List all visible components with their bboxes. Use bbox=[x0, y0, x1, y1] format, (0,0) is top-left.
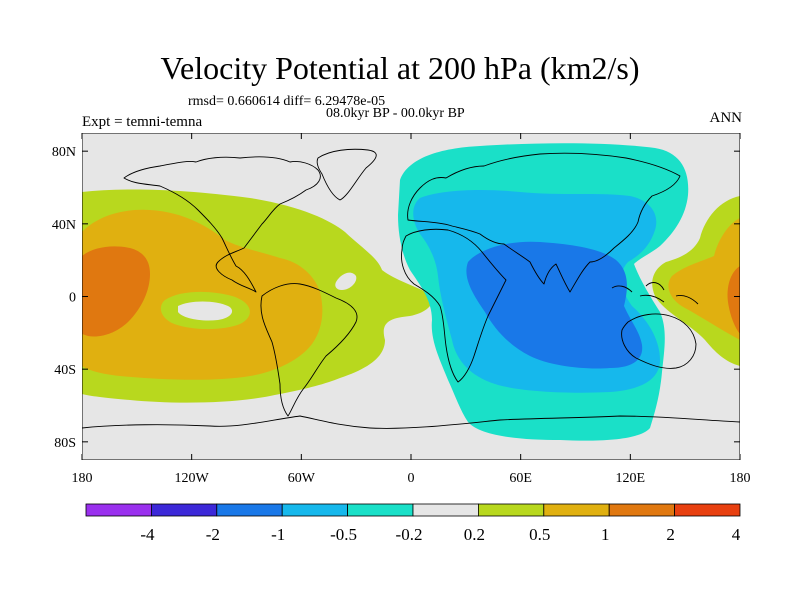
colorbar: -4 -2 -1 -0.5 -0.2 0.2 0.5 1 2 4 bbox=[85, 503, 741, 544]
colorbar-label: 1 bbox=[601, 525, 610, 544]
stats-line: rmsd= 0.660614 diff= 6.29478e-05 bbox=[188, 94, 386, 109]
lon-tick-label: 60E bbox=[509, 471, 532, 486]
season-label: ANN bbox=[709, 110, 743, 126]
period-label: 08.0kyr BP - 00.0kyr BP bbox=[326, 106, 465, 121]
colorbar-swatch bbox=[477, 503, 545, 517]
coastline-south-america bbox=[260, 283, 358, 417]
colorbar-swatch bbox=[85, 503, 152, 517]
colorbar-swatch bbox=[543, 503, 610, 517]
colorbar-label: -0.2 bbox=[396, 525, 423, 544]
colorbar-swatch bbox=[674, 503, 741, 517]
lon-tick-label: 60W bbox=[288, 471, 316, 486]
coastline-antarctica bbox=[82, 415, 740, 429]
map-plot-area bbox=[82, 133, 740, 460]
coastline-europe-asia bbox=[407, 152, 681, 293]
near-zero-patch-center bbox=[178, 301, 233, 321]
colorbar-label: -0.5 bbox=[330, 525, 357, 544]
lat-tick-label: 80S bbox=[54, 436, 76, 451]
lat-tick-label: 80N bbox=[52, 145, 76, 160]
lon-tick-label: 120W bbox=[175, 471, 210, 486]
axis-layer: 80N 40N 0 40S 80S 180 120W 60W 0 60E 120E 180 bbox=[52, 133, 751, 486]
colorbar-label: 4 bbox=[732, 525, 741, 544]
colorbar-label: -2 bbox=[206, 525, 220, 544]
colorbar-label: 2 bbox=[666, 525, 675, 544]
west-pacific-positive-region bbox=[652, 196, 740, 366]
lon-tick-label: 180 bbox=[730, 471, 751, 486]
map-title: Velocity Potential at 200 hPa (km2/s) bbox=[160, 50, 640, 86]
lat-tick-label: 0 bbox=[69, 291, 76, 306]
lon-tick-label: 120E bbox=[616, 471, 646, 486]
lon-tick-label: 180 bbox=[72, 471, 93, 486]
colorbar-swatch bbox=[216, 503, 283, 517]
coastline-greenland bbox=[316, 148, 377, 201]
colorbar-swatch bbox=[412, 503, 479, 517]
contour-band-minus-2-minus-1 bbox=[466, 241, 643, 369]
colorbar-swatch bbox=[347, 503, 414, 517]
coastline-africa bbox=[401, 228, 507, 383]
colorbar-swatch bbox=[281, 503, 349, 517]
colorbar-label: 0.5 bbox=[529, 525, 550, 544]
colorbar-swatch bbox=[608, 503, 676, 517]
near-zero-patch-atlantic bbox=[335, 272, 357, 290]
negative-anomaly-region bbox=[398, 143, 689, 441]
positive-anomaly-region bbox=[82, 189, 433, 403]
lat-tick-label: 40N bbox=[52, 218, 76, 233]
contour-band-0.5-1-east bbox=[668, 218, 740, 340]
lat-tick-label: 40S bbox=[54, 363, 76, 378]
colorbar-swatch bbox=[150, 503, 218, 517]
contour-band-1-2-east bbox=[727, 266, 740, 334]
coastlines bbox=[82, 148, 740, 429]
coastline-southeast-asia-islands bbox=[611, 282, 699, 305]
coastline-north-america bbox=[123, 156, 321, 293]
colorbar-label: 0.2 bbox=[464, 525, 485, 544]
coastline-australia bbox=[621, 313, 697, 369]
colorbar-label: -1 bbox=[271, 525, 285, 544]
experiment-label: Expt = temni-temna bbox=[82, 114, 203, 130]
contour-band-1-2 bbox=[82, 246, 150, 337]
lon-tick-label: 0 bbox=[408, 471, 415, 486]
colorbar-label: -4 bbox=[140, 525, 155, 544]
